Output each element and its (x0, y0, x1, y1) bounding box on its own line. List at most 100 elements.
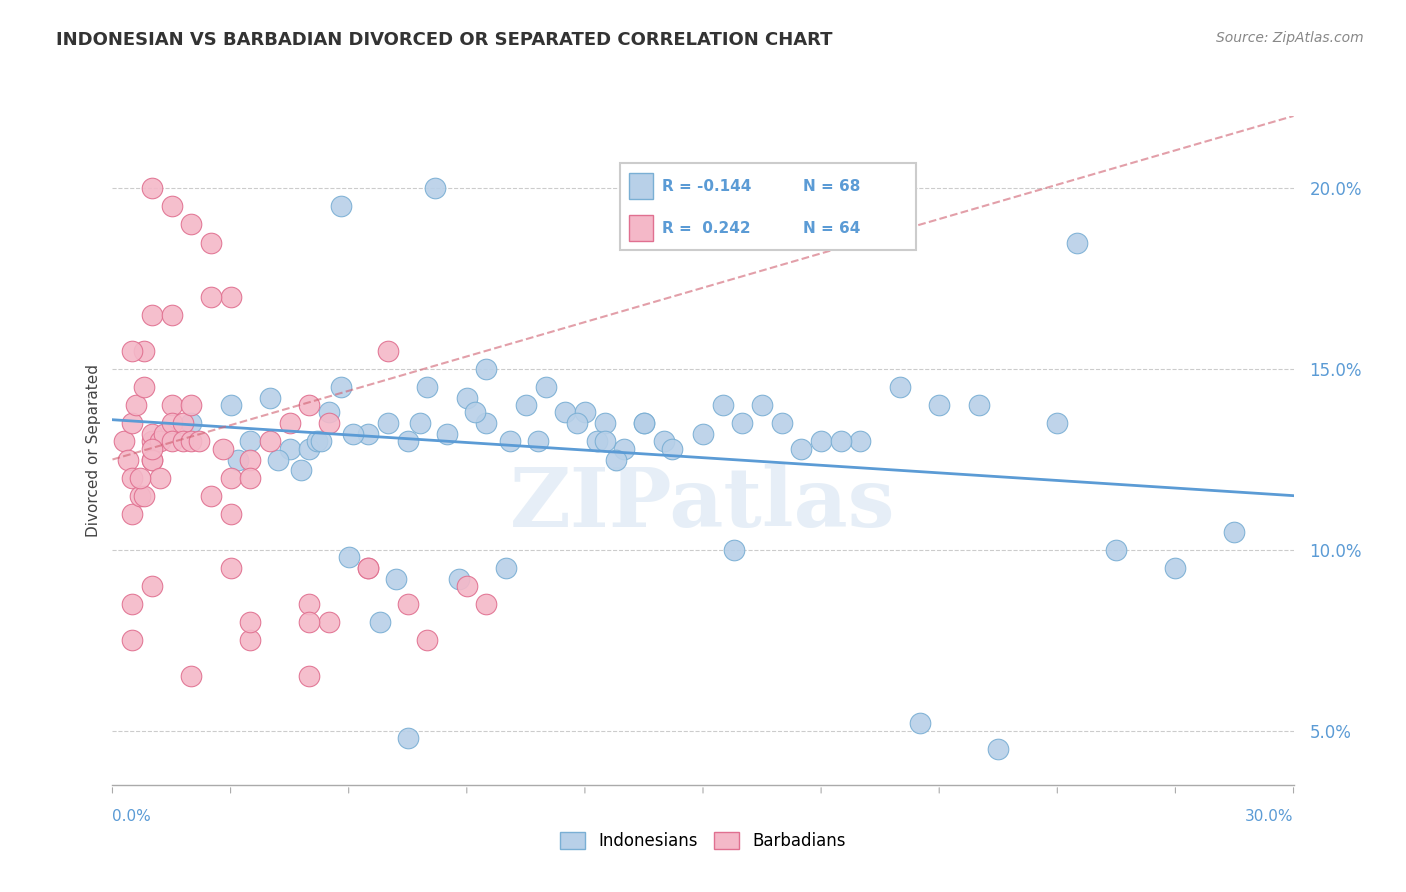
Point (160, 434, 183, 449)
Point (298, 442, 321, 456)
Point (928, 398, 950, 412)
Point (652, 434, 675, 449)
Point (211, 442, 233, 456)
Point (770, 417, 793, 431)
Y-axis label: Divorced or Separated: Divorced or Separated (86, 364, 101, 537)
Text: ZIPatlas: ZIPatlas (510, 464, 896, 544)
Point (368, 615, 391, 630)
Point (830, 434, 852, 449)
Point (711, 398, 734, 412)
Point (499, 434, 522, 449)
Point (731, 417, 754, 431)
Point (180, 669, 202, 683)
Point (121, 417, 143, 431)
Point (447, 572, 470, 586)
Point (329, 199, 352, 213)
Point (180, 398, 202, 412)
FancyBboxPatch shape (630, 215, 652, 241)
Point (239, 452, 262, 467)
Point (141, 427, 163, 442)
Point (172, 434, 194, 449)
Point (436, 427, 458, 442)
Point (318, 615, 340, 630)
Point (425, 181, 447, 195)
Point (526, 434, 548, 449)
Point (152, 427, 174, 442)
Point (1046, 417, 1069, 431)
Point (1223, 524, 1246, 539)
Point (515, 398, 537, 412)
Point (160, 308, 183, 322)
Point (495, 561, 517, 575)
Point (416, 633, 439, 648)
Point (160, 398, 183, 412)
Point (416, 380, 439, 394)
Point (180, 434, 202, 449)
Point (357, 427, 380, 442)
Point (200, 235, 222, 250)
Point (723, 542, 745, 557)
Point (219, 398, 242, 412)
Point (692, 427, 714, 442)
Point (267, 452, 290, 467)
Point (219, 470, 242, 484)
Point (141, 181, 163, 195)
Point (633, 417, 655, 431)
Point (1164, 561, 1187, 575)
Point (574, 405, 596, 419)
Point (810, 434, 832, 449)
Point (121, 597, 143, 611)
Point (141, 308, 163, 322)
Point (239, 633, 262, 648)
Point (661, 442, 683, 456)
Text: R =  0.242: R = 0.242 (662, 220, 751, 235)
Point (385, 572, 408, 586)
Legend: Indonesians, Barbadians: Indonesians, Barbadians (553, 825, 853, 857)
Point (751, 398, 773, 412)
Point (121, 344, 143, 359)
Point (605, 452, 627, 467)
Point (290, 463, 312, 477)
Point (125, 398, 148, 412)
Point (219, 290, 242, 304)
Point (1066, 235, 1088, 250)
Point (908, 716, 931, 731)
Point (160, 417, 183, 431)
Point (342, 427, 364, 442)
Point (200, 290, 222, 304)
Point (129, 470, 152, 484)
Point (554, 405, 576, 419)
Point (141, 452, 163, 467)
Point (121, 470, 143, 484)
Point (259, 391, 281, 405)
Point (228, 452, 250, 467)
Point (396, 597, 419, 611)
Point (141, 452, 163, 467)
Point (613, 442, 636, 456)
Point (534, 380, 557, 394)
Point (377, 417, 399, 431)
Point (141, 434, 163, 449)
Point (149, 434, 172, 449)
Point (149, 470, 172, 484)
Point (180, 218, 202, 232)
Point (456, 579, 478, 593)
Point (337, 550, 360, 565)
Point (585, 434, 607, 449)
Text: N = 68: N = 68 (803, 178, 860, 194)
Point (396, 731, 419, 745)
Text: 0.0%: 0.0% (112, 809, 152, 823)
Point (132, 344, 155, 359)
Point (357, 561, 380, 575)
Point (565, 417, 588, 431)
Point (188, 434, 211, 449)
Point (219, 561, 242, 575)
Point (141, 579, 163, 593)
Point (219, 507, 242, 521)
Point (172, 417, 194, 431)
Point (889, 380, 911, 394)
Text: Source: ZipAtlas.com: Source: ZipAtlas.com (1216, 31, 1364, 45)
Point (790, 442, 813, 456)
Point (180, 417, 202, 431)
Point (475, 597, 498, 611)
